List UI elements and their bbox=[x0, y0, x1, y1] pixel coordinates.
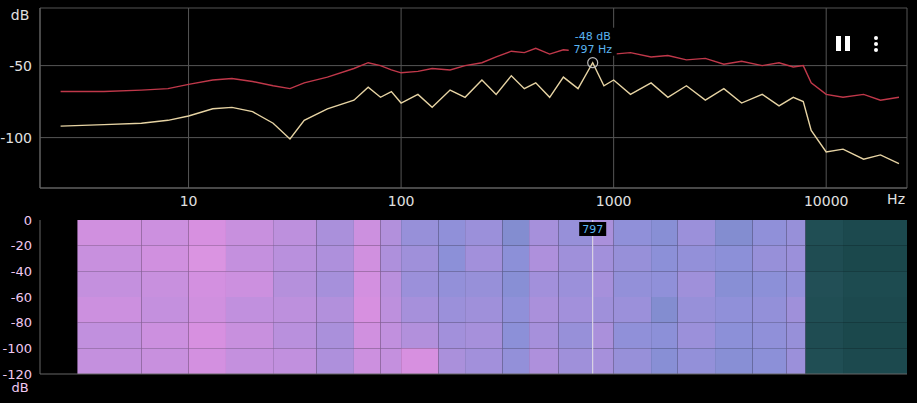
svg-text:-120: -120 bbox=[2, 366, 32, 382]
svg-text:-50: -50 bbox=[9, 58, 32, 74]
svg-text:-48 dB: -48 dB bbox=[575, 30, 611, 43]
svg-text:-40: -40 bbox=[11, 264, 32, 279]
svg-text:10: 10 bbox=[180, 193, 198, 209]
svg-text:dB: dB bbox=[11, 380, 28, 395]
svg-text:Hz: Hz bbox=[887, 191, 905, 207]
svg-text:-100: -100 bbox=[0, 130, 32, 146]
svg-text:-80: -80 bbox=[11, 315, 32, 330]
svg-text:10000: 10000 bbox=[804, 193, 849, 209]
svg-text:dB: dB bbox=[11, 7, 30, 23]
svg-text:-20: -20 bbox=[11, 238, 32, 253]
svg-text:-60: -60 bbox=[11, 290, 32, 305]
svg-text:1000: 1000 bbox=[596, 193, 632, 209]
svg-text:100: 100 bbox=[388, 193, 415, 209]
svg-text:0: 0 bbox=[24, 213, 32, 228]
svg-text:-100: -100 bbox=[2, 341, 32, 356]
svg-text:797: 797 bbox=[582, 223, 603, 236]
svg-text:797 Hz: 797 Hz bbox=[573, 43, 612, 56]
